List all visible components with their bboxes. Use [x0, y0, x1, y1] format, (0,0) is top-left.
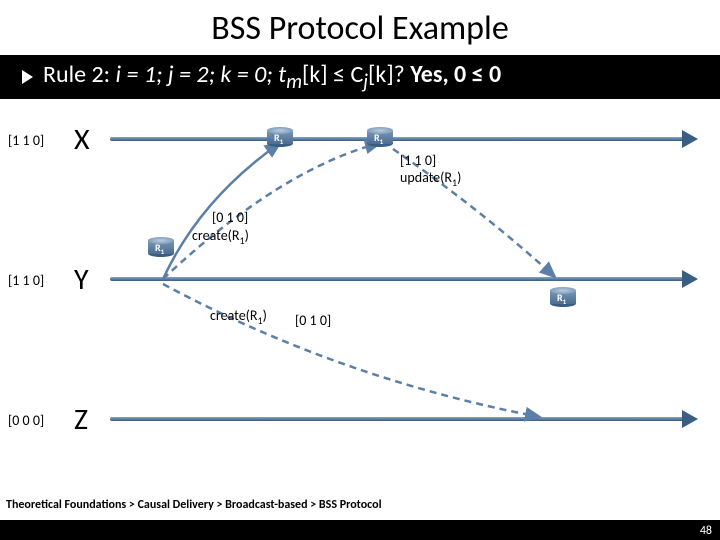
rule-bar: Rule 2: i = 1; j = 2; k = 0; tm[k] ≤ Cj[…: [0, 55, 720, 99]
vector-y: [1 1 0]: [8, 272, 44, 289]
update-call: update(R1): [400, 169, 461, 189]
diagram-stage: [1 1 0] X [1 1 0] Y [0 0 0] Z R1 R1 R1 R: [0, 99, 720, 439]
msg-node: R1: [367, 127, 393, 147]
page-number: 48: [700, 524, 712, 538]
slide-title: BSS Protocol Example: [0, 8, 720, 49]
arrowhead-icon: [682, 130, 698, 148]
process-label-z: Z: [74, 401, 88, 438]
rule-text: Rule 2: i = 1; j = 2; k = 0; tm[k] ≤ Cj[…: [43, 60, 501, 94]
arrowhead-icon: [682, 410, 698, 428]
message-paths: [0, 99, 720, 439]
vector-x: [1 1 0]: [8, 132, 44, 149]
timeline-x: [110, 137, 690, 141]
create-vector-bot: [0 1 0]: [295, 312, 331, 329]
create-vector-top: [0 1 0]: [212, 209, 248, 226]
create-call-top: create(R1): [192, 227, 249, 247]
vector-z: [0 0 0]: [8, 412, 44, 429]
timeline-z: [110, 417, 690, 421]
path-y-to-x2: [163, 143, 380, 279]
path-y-to-z: [163, 284, 540, 417]
timeline-y: [110, 277, 690, 281]
msg-node: R1: [148, 237, 174, 257]
footer-bar: 48: [0, 520, 720, 540]
process-label-x: X: [74, 121, 90, 158]
create-call-bot: create(R1): [210, 307, 267, 327]
update-vector: [1 1 0]: [400, 152, 436, 169]
msg-node: R1: [267, 127, 293, 147]
msg-node: R1: [550, 287, 576, 307]
arrowhead-icon: [682, 270, 698, 288]
process-label-y: Y: [74, 261, 89, 298]
breadcrumb: Theoretical Foundations > Causal Deliver…: [6, 498, 382, 512]
bullet-icon: [22, 70, 33, 84]
